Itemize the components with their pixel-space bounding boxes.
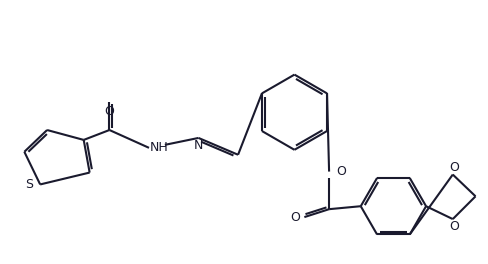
Text: O: O [336,165,346,178]
Text: O: O [449,161,459,174]
Text: N: N [194,139,203,152]
Text: O: O [290,211,301,224]
Text: O: O [104,105,114,118]
Text: O: O [449,219,459,233]
Text: S: S [25,178,33,191]
Text: NH: NH [150,141,169,154]
